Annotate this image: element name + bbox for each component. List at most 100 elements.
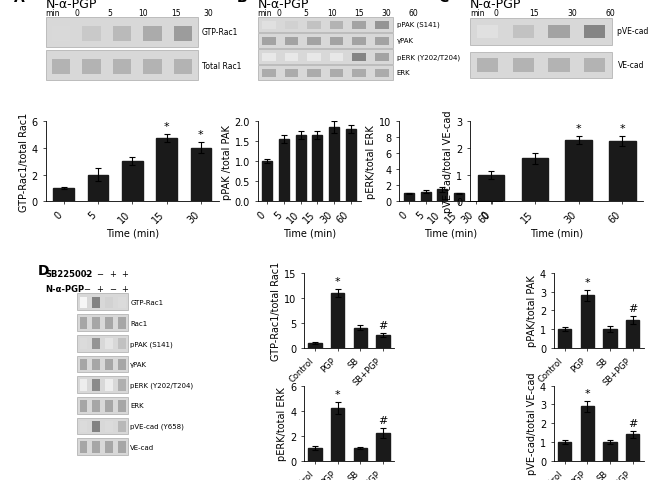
FancyBboxPatch shape bbox=[82, 27, 101, 42]
FancyBboxPatch shape bbox=[262, 22, 276, 30]
Bar bbox=[580, 296, 594, 348]
FancyBboxPatch shape bbox=[46, 51, 198, 81]
FancyBboxPatch shape bbox=[77, 418, 129, 434]
FancyBboxPatch shape bbox=[77, 397, 129, 414]
Bar bbox=[437, 190, 447, 202]
Text: γPAK: γPAK bbox=[396, 38, 413, 44]
FancyBboxPatch shape bbox=[513, 26, 534, 39]
FancyBboxPatch shape bbox=[92, 380, 100, 391]
Text: Total Rac1: Total Rac1 bbox=[202, 62, 241, 71]
Bar bbox=[404, 194, 414, 202]
Bar bbox=[331, 293, 345, 348]
FancyBboxPatch shape bbox=[584, 59, 605, 72]
FancyBboxPatch shape bbox=[143, 27, 162, 42]
Bar bbox=[346, 130, 356, 202]
Text: *: * bbox=[576, 123, 582, 133]
FancyBboxPatch shape bbox=[352, 38, 366, 46]
Text: −: − bbox=[96, 269, 103, 278]
FancyBboxPatch shape bbox=[375, 70, 389, 78]
FancyBboxPatch shape bbox=[105, 421, 113, 432]
Bar bbox=[603, 442, 617, 461]
Text: −: − bbox=[83, 285, 90, 293]
FancyBboxPatch shape bbox=[92, 318, 100, 329]
Text: B: B bbox=[237, 0, 248, 5]
Bar bbox=[308, 448, 322, 461]
Bar bbox=[122, 162, 142, 202]
FancyBboxPatch shape bbox=[92, 338, 100, 350]
Bar bbox=[190, 148, 211, 202]
Text: pVE-cad (Y658): pVE-cad (Y658) bbox=[131, 423, 184, 429]
Text: VE-cad: VE-cad bbox=[618, 61, 644, 70]
FancyBboxPatch shape bbox=[80, 338, 87, 350]
FancyBboxPatch shape bbox=[105, 359, 113, 371]
FancyBboxPatch shape bbox=[105, 318, 113, 329]
Text: #: # bbox=[628, 418, 637, 428]
Text: *: * bbox=[584, 388, 590, 398]
Text: *: * bbox=[335, 276, 341, 286]
Bar bbox=[471, 150, 480, 202]
Bar bbox=[626, 320, 640, 348]
FancyBboxPatch shape bbox=[118, 338, 126, 350]
FancyBboxPatch shape bbox=[77, 376, 129, 393]
FancyBboxPatch shape bbox=[285, 22, 298, 30]
Text: 15: 15 bbox=[171, 9, 181, 18]
Bar bbox=[329, 128, 339, 202]
FancyBboxPatch shape bbox=[112, 27, 131, 42]
Y-axis label: GTP-Rac1/total Rac1: GTP-Rac1/total Rac1 bbox=[271, 261, 281, 360]
FancyBboxPatch shape bbox=[77, 438, 129, 455]
FancyBboxPatch shape bbox=[77, 294, 129, 311]
Text: GTP-Rac1: GTP-Rac1 bbox=[202, 28, 238, 37]
FancyBboxPatch shape bbox=[92, 359, 100, 371]
FancyBboxPatch shape bbox=[257, 66, 393, 81]
Text: 10: 10 bbox=[328, 9, 337, 18]
Text: 60: 60 bbox=[408, 9, 418, 18]
Text: *: * bbox=[489, 148, 495, 158]
Text: D: D bbox=[38, 264, 49, 278]
Text: min: min bbox=[257, 9, 272, 18]
Text: 30: 30 bbox=[204, 9, 214, 18]
Bar bbox=[263, 162, 272, 202]
Text: +: + bbox=[122, 269, 129, 278]
FancyBboxPatch shape bbox=[105, 400, 113, 412]
FancyBboxPatch shape bbox=[118, 297, 126, 309]
Bar bbox=[580, 407, 594, 461]
FancyBboxPatch shape bbox=[118, 442, 126, 453]
FancyBboxPatch shape bbox=[262, 70, 276, 78]
X-axis label: Time (min): Time (min) bbox=[530, 228, 583, 238]
FancyBboxPatch shape bbox=[262, 38, 276, 46]
FancyBboxPatch shape bbox=[375, 22, 389, 30]
FancyBboxPatch shape bbox=[584, 26, 605, 39]
X-axis label: Time (min): Time (min) bbox=[424, 228, 477, 238]
Text: *: * bbox=[619, 123, 625, 133]
FancyBboxPatch shape bbox=[257, 18, 393, 33]
FancyBboxPatch shape bbox=[92, 400, 100, 412]
Text: #: # bbox=[378, 321, 387, 331]
FancyBboxPatch shape bbox=[77, 356, 129, 372]
Bar bbox=[609, 142, 636, 202]
FancyBboxPatch shape bbox=[174, 27, 192, 42]
Text: VE-cad: VE-cad bbox=[131, 444, 155, 450]
Text: pVE-cad (Y658): pVE-cad (Y658) bbox=[618, 27, 650, 36]
Bar bbox=[488, 166, 497, 202]
Text: N-α-PGP: N-α-PGP bbox=[46, 0, 97, 11]
FancyBboxPatch shape bbox=[118, 359, 126, 371]
FancyBboxPatch shape bbox=[257, 34, 393, 48]
Text: 30: 30 bbox=[382, 9, 391, 18]
Text: *: * bbox=[198, 130, 203, 140]
Text: +: + bbox=[96, 285, 103, 293]
FancyBboxPatch shape bbox=[285, 38, 298, 46]
Text: N-α-PGP: N-α-PGP bbox=[470, 0, 521, 11]
Text: −: − bbox=[83, 269, 90, 278]
Text: N-α-PGP: N-α-PGP bbox=[46, 285, 84, 293]
FancyBboxPatch shape bbox=[477, 59, 499, 72]
Text: pPAK (S141): pPAK (S141) bbox=[396, 22, 439, 28]
Bar bbox=[354, 448, 367, 461]
Text: −: − bbox=[109, 285, 116, 293]
Bar bbox=[296, 136, 306, 202]
Text: pERK (Y202/T204): pERK (Y202/T204) bbox=[396, 54, 460, 60]
FancyBboxPatch shape bbox=[470, 52, 612, 79]
FancyBboxPatch shape bbox=[330, 70, 343, 78]
Bar bbox=[454, 194, 464, 202]
FancyBboxPatch shape bbox=[105, 338, 113, 350]
Text: *: * bbox=[584, 277, 590, 287]
